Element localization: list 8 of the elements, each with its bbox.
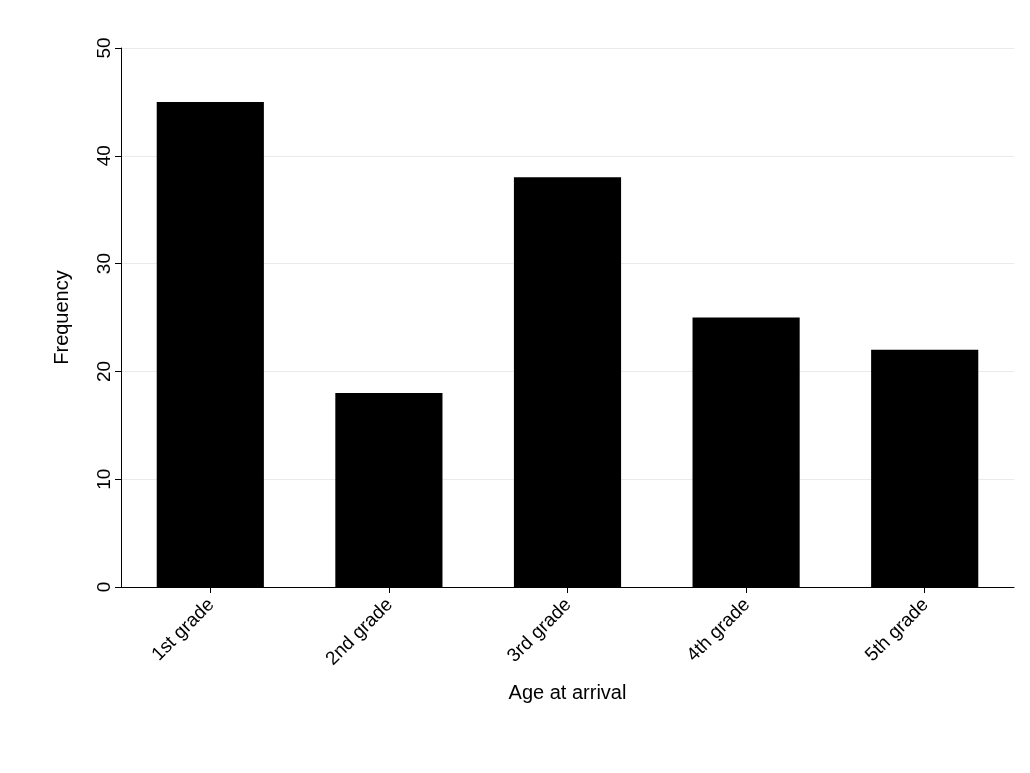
x-axis-title: Age at arrival — [508, 681, 627, 703]
y-tick-label: 30 — [93, 253, 114, 275]
y-tick-label: 10 — [93, 468, 114, 490]
y-tick-label: 40 — [93, 145, 114, 167]
y-tick-label: 50 — [93, 37, 114, 59]
y-axis-title: Frequency — [50, 270, 72, 365]
y-tick-label: 20 — [93, 360, 114, 382]
y-tick-label: 0 — [93, 581, 114, 593]
